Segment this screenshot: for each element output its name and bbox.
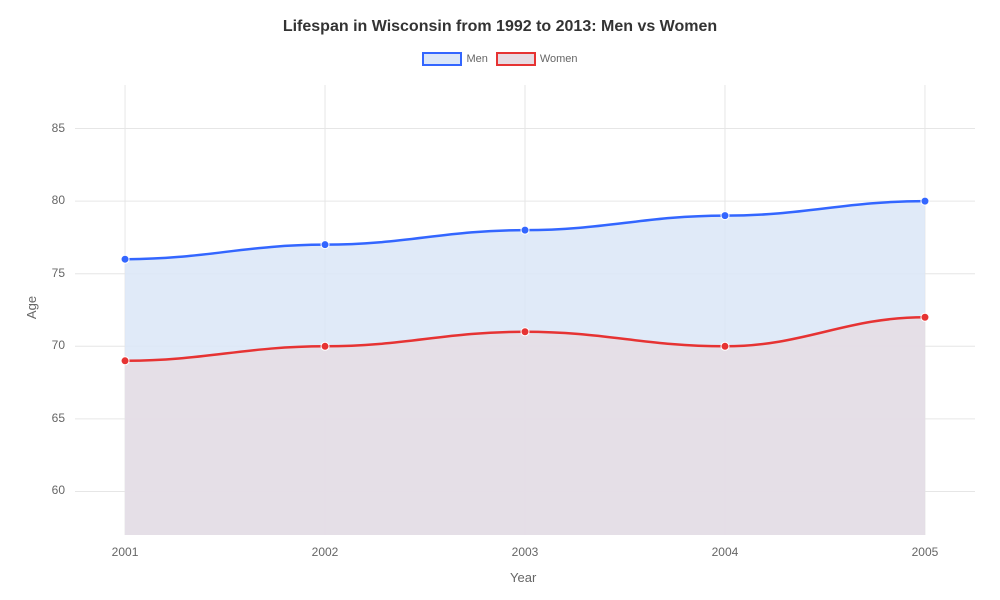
y-tick-label: 70: [35, 338, 65, 352]
legend-swatch-men: [422, 52, 462, 66]
marker-women: [321, 342, 329, 350]
marker-men: [121, 255, 129, 263]
legend: Men Women: [0, 52, 1000, 66]
legend-item-men: Men: [422, 52, 487, 66]
marker-women: [121, 357, 129, 365]
y-tick-label: 80: [35, 193, 65, 207]
legend-label-men: Men: [466, 53, 487, 65]
marker-women: [721, 342, 729, 350]
marker-men: [921, 197, 929, 205]
legend-item-women: Women: [496, 52, 578, 66]
x-tick-label: 2003: [500, 545, 550, 559]
x-tick-label: 2002: [300, 545, 350, 559]
y-tick-label: 65: [35, 411, 65, 425]
marker-men: [321, 241, 329, 249]
legend-label-women: Women: [540, 53, 578, 65]
y-tick-label: 75: [35, 266, 65, 280]
x-tick-label: 2005: [900, 545, 950, 559]
legend-swatch-women: [496, 52, 536, 66]
plot-area: [75, 85, 975, 535]
y-tick-label: 85: [35, 121, 65, 135]
y-axis-label: Age: [24, 296, 39, 319]
x-axis-label: Year: [510, 570, 536, 585]
chart-container: Lifespan in Wisconsin from 1992 to 2013:…: [0, 0, 1000, 600]
marker-men: [521, 226, 529, 234]
chart-title: Lifespan in Wisconsin from 1992 to 2013:…: [0, 18, 1000, 36]
x-tick-label: 2004: [700, 545, 750, 559]
marker-men: [721, 212, 729, 220]
x-tick-label: 2001: [100, 545, 150, 559]
y-tick-label: 60: [35, 483, 65, 497]
marker-women: [921, 313, 929, 321]
marker-women: [521, 328, 529, 336]
